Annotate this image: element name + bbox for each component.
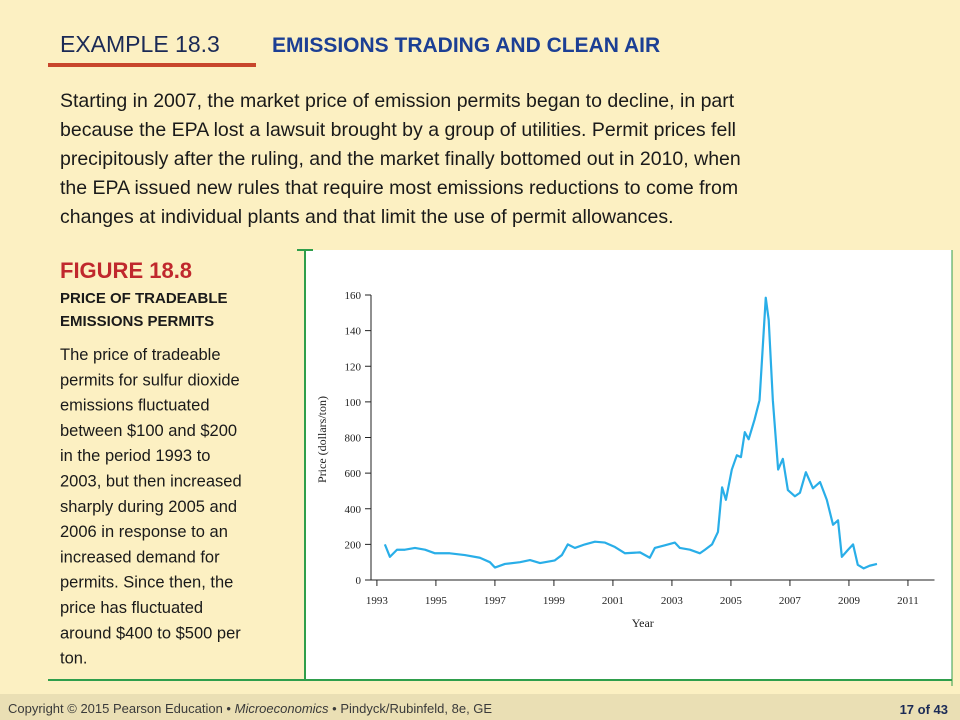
y-axis-label: Price (dollars/ton) (315, 396, 329, 483)
y-tick-label: 800 (345, 433, 362, 445)
caption-line: permits for sulfur dioxide (60, 371, 240, 389)
figure-title: PRICE OF TRADEABLE (60, 290, 228, 307)
example-label: EXAMPLE 18.3 (60, 31, 220, 57)
page-number: 17 of 43 (900, 702, 948, 717)
chart-panel (306, 250, 952, 680)
caption-line: permits. Since then, the (60, 574, 233, 592)
caption-line: price has fluctuated (60, 599, 203, 617)
title-underline (48, 63, 256, 67)
footer-copyright: Copyright © 2015 Pearson Education • Mic… (8, 701, 492, 716)
caption-line: sharply during 2005 and (60, 498, 237, 516)
caption-line: 2003, but then increased (60, 473, 242, 491)
paragraph-line: Starting in 2007, the market price of em… (60, 90, 735, 112)
figure-label: FIGURE 18.8 (60, 258, 192, 283)
x-tick-label: 2007 (779, 595, 802, 607)
figure-title: EMISSIONS PERMITS (60, 313, 214, 330)
y-tick-label: 120 (345, 361, 362, 373)
heading: EMISSIONS TRADING AND CLEAN AIR (272, 34, 660, 57)
footer-bar (0, 694, 960, 720)
y-tick-label: 140 (345, 326, 362, 338)
x-tick-label: 1995 (425, 595, 448, 607)
y-tick-label: 100 (345, 397, 362, 409)
price-line (383, 296, 878, 570)
caption-line: increased demand for (60, 548, 220, 566)
book-title: Microeconomics (235, 701, 329, 716)
paragraph-line: changes at individual plants and that li… (60, 206, 674, 228)
x-tick-label: 2001 (602, 595, 624, 607)
x-tick-label: 2011 (897, 595, 919, 607)
copyright: Copyright © 2015 Pearson Education • (8, 701, 231, 716)
authors: • Pindyck/Rubinfeld, 8e, GE (332, 701, 492, 716)
y-tick-label: 600 (345, 468, 362, 480)
caption-line: around $400 to $500 per (60, 624, 241, 642)
y-tick-label: 0 (356, 575, 362, 587)
caption-line: The price of tradeable (60, 346, 221, 364)
y-tick-label: 200 (345, 539, 362, 551)
x-tick-label: 2009 (838, 595, 861, 607)
paragraph-line: the EPA issued new rules that require mo… (60, 177, 738, 199)
caption-line: in the period 1993 to (60, 447, 210, 465)
x-axis-label: Year (632, 616, 654, 630)
caption-line: 2006 in response to an (60, 523, 228, 541)
x-tick-label: 1999 (543, 595, 566, 607)
paragraph-line: precipitously after the ruling, and the … (60, 148, 741, 170)
x-tick-label: 2005 (720, 595, 743, 607)
x-tick-label: 1993 (366, 595, 389, 607)
caption-line: ton. (60, 650, 88, 668)
caption-line: between $100 and $200 (60, 422, 237, 440)
y-tick-label: 400 (345, 504, 362, 516)
x-tick-label: 1997 (484, 595, 507, 607)
y-tick-label: 160 (345, 290, 362, 302)
caption-line: emissions fluctuated (60, 397, 210, 415)
paragraph-line: because the EPA lost a lawsuit brought b… (60, 119, 736, 141)
x-tick-label: 2003 (661, 595, 684, 607)
